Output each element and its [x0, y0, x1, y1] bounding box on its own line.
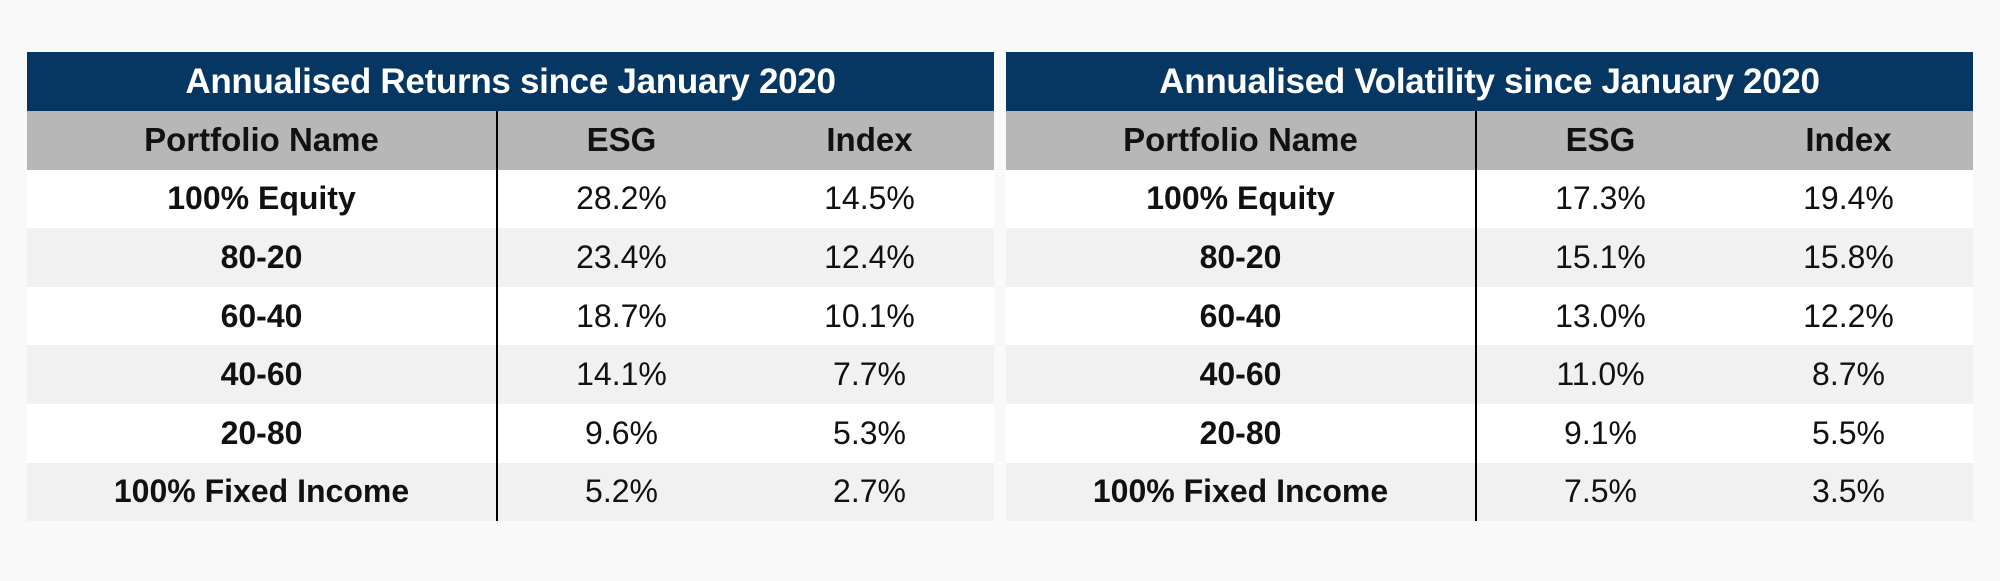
volatility-table-panel: Annualised Volatility since January 2020… [1006, 52, 1974, 522]
table-row: 40-60 14.1% 7.7% [27, 345, 994, 404]
portfolio-name-cell: 40-60 [1006, 345, 1477, 404]
index-value-cell: 14.5% [745, 169, 994, 229]
portfolio-name-cell: 100% Equity [1006, 169, 1477, 229]
esg-value-cell: 15.1% [1476, 228, 1724, 287]
index-value-cell: 5.5% [1724, 403, 1973, 463]
returns-table-panel: Annualised Returns since January 2020 Po… [27, 52, 995, 522]
portfolio-name-cell: 80-20 [1006, 228, 1477, 287]
volatility-table-title: Annualised Volatility since January 2020 [1006, 52, 1973, 111]
index-value-cell: 19.4% [1724, 169, 1973, 229]
index-value-cell: 10.1% [745, 286, 994, 346]
index-value-cell: 15.8% [1724, 228, 1973, 287]
table-row: 80-20 23.4% 12.4% [27, 228, 994, 287]
column-header-index: Index [745, 111, 994, 170]
table-row: 100% Fixed Income 5.2% 2.7% [27, 462, 994, 522]
header-row: Portfolio Name ESG Index [1006, 111, 1973, 170]
index-value-cell: 12.2% [1724, 286, 1973, 346]
column-header-index: Index [1724, 111, 1973, 170]
returns-table: Portfolio Name ESG Index 100% Equity 28.… [27, 111, 995, 522]
portfolio-name-cell: 40-60 [27, 345, 498, 404]
index-value-cell: 7.7% [745, 345, 994, 404]
esg-value-cell: 11.0% [1476, 345, 1724, 404]
esg-value-cell: 9.1% [1476, 403, 1724, 463]
esg-value-cell: 28.2% [497, 169, 745, 229]
portfolio-name-cell: 100% Fixed Income [27, 462, 498, 522]
index-value-cell: 3.5% [1724, 462, 1973, 522]
column-header-portfolio-name: Portfolio Name [27, 111, 498, 170]
esg-value-cell: 5.2% [497, 462, 745, 522]
index-value-cell: 12.4% [745, 228, 994, 287]
portfolio-name-cell: 100% Fixed Income [1006, 462, 1477, 522]
esg-value-cell: 18.7% [497, 286, 745, 346]
portfolio-name-cell: 80-20 [27, 228, 498, 287]
index-value-cell: 8.7% [1724, 345, 1973, 404]
table-row: 100% Equity 17.3% 19.4% [1006, 169, 1973, 229]
index-value-cell: 2.7% [745, 462, 994, 522]
portfolio-name-cell: 60-40 [27, 286, 498, 346]
esg-value-cell: 23.4% [497, 228, 745, 287]
volatility-table: Portfolio Name ESG Index 100% Equity 17.… [1006, 111, 1974, 522]
header-row: Portfolio Name ESG Index [27, 111, 994, 170]
table-row: 60-40 13.0% 12.2% [1006, 286, 1973, 346]
column-header-esg: ESG [1476, 111, 1724, 170]
returns-table-title: Annualised Returns since January 2020 [27, 52, 994, 111]
table-row: 100% Equity 28.2% 14.5% [27, 169, 994, 229]
index-value-cell: 5.3% [745, 403, 994, 463]
portfolio-name-cell: 20-80 [27, 403, 498, 463]
table-row: 100% Fixed Income 7.5% 3.5% [1006, 462, 1973, 522]
table-row: 20-80 9.1% 5.5% [1006, 403, 1973, 463]
esg-value-cell: 13.0% [1476, 286, 1724, 346]
table-row: 80-20 15.1% 15.8% [1006, 228, 1973, 287]
table-row: 40-60 11.0% 8.7% [1006, 345, 1973, 404]
portfolio-name-cell: 20-80 [1006, 403, 1477, 463]
esg-value-cell: 17.3% [1476, 169, 1724, 229]
column-header-portfolio-name: Portfolio Name [1006, 111, 1477, 170]
portfolio-name-cell: 100% Equity [27, 169, 498, 229]
portfolio-name-cell: 60-40 [1006, 286, 1477, 346]
table-row: 60-40 18.7% 10.1% [27, 286, 994, 346]
esg-value-cell: 9.6% [497, 403, 745, 463]
esg-value-cell: 7.5% [1476, 462, 1724, 522]
esg-value-cell: 14.1% [497, 345, 745, 404]
table-row: 20-80 9.6% 5.3% [27, 403, 994, 463]
column-header-esg: ESG [497, 111, 745, 170]
